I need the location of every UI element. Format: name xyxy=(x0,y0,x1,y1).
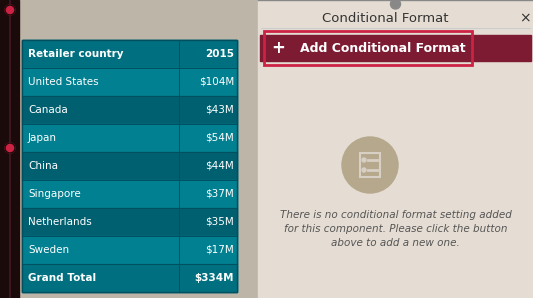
Bar xyxy=(22,180,237,208)
Text: $54M: $54M xyxy=(205,133,234,143)
Bar xyxy=(22,124,237,152)
Text: $334M: $334M xyxy=(195,273,234,283)
Circle shape xyxy=(5,143,15,153)
Text: $35M: $35M xyxy=(205,217,234,227)
Text: Canada: Canada xyxy=(28,105,68,115)
Text: for this component. Please click the button: for this component. Please click the but… xyxy=(284,224,507,234)
Bar xyxy=(22,96,237,124)
Text: $44M: $44M xyxy=(205,161,234,171)
Text: $37M: $37M xyxy=(205,189,234,199)
Text: Conditional Format: Conditional Format xyxy=(322,12,449,24)
Bar xyxy=(264,31,472,65)
Circle shape xyxy=(5,5,15,15)
Text: $104M: $104M xyxy=(199,77,234,87)
Circle shape xyxy=(342,137,398,193)
Circle shape xyxy=(391,0,400,9)
Text: Singapore: Singapore xyxy=(28,189,81,199)
Text: ×: × xyxy=(519,11,531,25)
Bar xyxy=(22,264,237,292)
Bar xyxy=(22,40,237,292)
Text: +: + xyxy=(271,39,285,57)
Bar xyxy=(360,153,380,177)
Bar xyxy=(22,152,237,180)
Bar xyxy=(258,0,533,298)
Text: Grand Total: Grand Total xyxy=(28,273,96,283)
Bar xyxy=(260,35,531,61)
Text: Netherlands: Netherlands xyxy=(28,217,92,227)
Bar xyxy=(22,68,237,96)
Bar xyxy=(22,236,237,264)
Text: above to add a new one.: above to add a new one. xyxy=(331,238,460,248)
Text: Sweden: Sweden xyxy=(28,245,69,255)
Text: United States: United States xyxy=(28,77,99,87)
Text: There is no conditional format setting added: There is no conditional format setting a… xyxy=(280,210,512,220)
Text: 2015: 2015 xyxy=(205,49,234,59)
Circle shape xyxy=(362,158,366,162)
Bar xyxy=(0,0,19,298)
Text: China: China xyxy=(28,161,58,171)
Text: $17M: $17M xyxy=(205,245,234,255)
Bar xyxy=(22,40,237,292)
Bar xyxy=(22,208,237,236)
Text: $43M: $43M xyxy=(205,105,234,115)
Text: Retailer country: Retailer country xyxy=(28,49,124,59)
Text: Japan: Japan xyxy=(28,133,57,143)
Circle shape xyxy=(362,168,366,172)
Bar xyxy=(22,40,237,68)
Text: Add Conditional Format: Add Conditional Format xyxy=(300,41,466,55)
